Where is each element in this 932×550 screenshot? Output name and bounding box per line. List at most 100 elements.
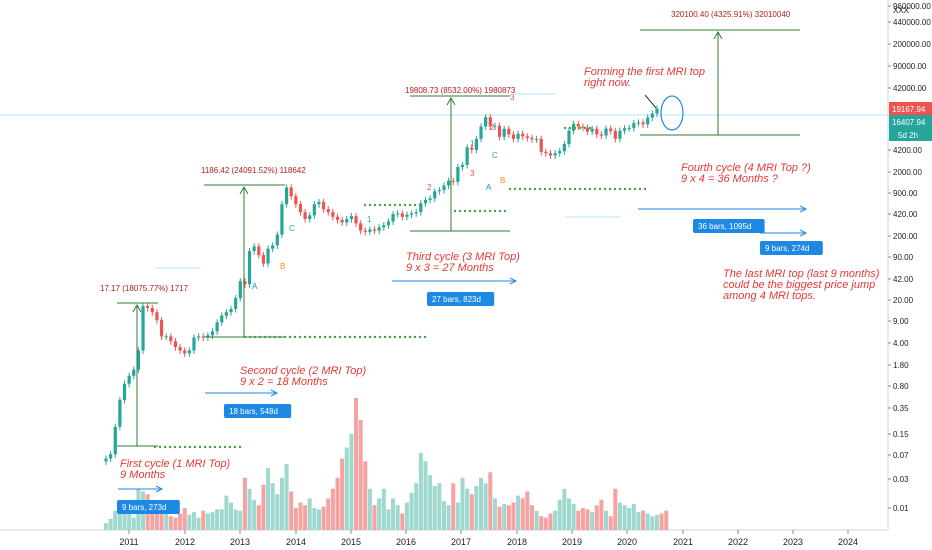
candle-body (409, 213, 414, 215)
wave-marker: 3 (510, 93, 515, 102)
candle-body (539, 138, 543, 152)
mri-dot (308, 335, 312, 339)
candle-body (354, 216, 358, 224)
mri-dot (208, 445, 212, 449)
candle-body (243, 281, 247, 285)
wave-marker: C (492, 151, 498, 160)
volume-bar (506, 505, 511, 530)
mri-dot (268, 335, 272, 339)
mri-dot (253, 335, 257, 339)
candle-body (479, 126, 483, 139)
volume-bar (631, 503, 636, 530)
mri-dot (413, 335, 417, 339)
mri-dot (228, 445, 232, 449)
range-label-3: 27 bars, 823d (432, 295, 481, 304)
y-tick-label: 1.80 (893, 361, 909, 370)
mri-dot (388, 335, 392, 339)
mri-dot (598, 187, 602, 191)
x-tick-label: 2024 (838, 537, 858, 547)
y-tick-label: 0.35 (893, 404, 909, 413)
candle-body (104, 458, 108, 462)
measure-label-4: 320100.40 (4325.91%) 32010040 (671, 10, 791, 19)
volume-bar (423, 461, 428, 530)
candle-body (132, 369, 136, 376)
mri-dot (583, 126, 587, 130)
volume-bar (224, 495, 229, 530)
annotation-last-mri: The last MRI top (last 9 months) could be… (723, 268, 880, 302)
volume-bar (562, 488, 567, 530)
mri-dot (248, 335, 252, 339)
mri-dot (233, 445, 237, 449)
volume-bar (261, 484, 266, 530)
range-label-5-bg (760, 241, 823, 255)
volume-bar (219, 509, 224, 530)
x-tick-label: 2022 (728, 537, 748, 547)
volume-bar (428, 475, 433, 530)
candle-body (558, 151, 562, 154)
volume-bar (354, 398, 359, 530)
mri-dot (158, 445, 162, 449)
candle-body (308, 215, 312, 220)
candle-body (136, 350, 141, 370)
candle-body (622, 128, 627, 131)
wave-marker: C (289, 224, 295, 233)
volume-bar (437, 483, 442, 530)
time-axis[interactable]: 2011 2012 2013 2014 2015 2016 2017 2018 2019 2020… (119, 530, 858, 547)
volume-bar (330, 488, 335, 530)
volume-bar (460, 477, 465, 530)
annotation-forming: Forming the first MRI top right now. (584, 66, 705, 89)
wave-marker: A (252, 282, 258, 291)
mri-dot (343, 335, 347, 339)
volume-bar (372, 505, 377, 530)
mri-dot (403, 335, 407, 339)
volume-bar (469, 494, 474, 530)
candle-body (646, 117, 650, 125)
candle-body (428, 198, 432, 200)
candle-body (224, 312, 228, 316)
volume-bar (479, 477, 484, 530)
range-label-3-bg (427, 292, 495, 306)
measure-arrowhead (239, 185, 249, 195)
candle-body (164, 336, 168, 338)
range-label-1-bg (117, 500, 180, 514)
mri-dot (418, 203, 422, 207)
mri-dot (553, 187, 557, 191)
mri-dot (563, 126, 567, 130)
volume-bar (344, 447, 349, 530)
candle-body (507, 128, 511, 135)
mri-dot (628, 187, 632, 191)
mri-dot (368, 335, 372, 339)
mri-dot (418, 335, 422, 339)
mri-dot (603, 187, 607, 191)
y-tick-label: 0.80 (893, 382, 909, 391)
mri-dot (578, 187, 582, 191)
mri-dot (323, 335, 327, 339)
volume-bar (178, 513, 183, 530)
candle-body (187, 350, 191, 354)
drawings: 17.17 (18075.77%) 1717 1186.42 (24091.52%… (100, 10, 880, 514)
x-tick-label: 2015 (341, 537, 361, 547)
candle-body (155, 312, 159, 321)
forming-top-circle[interactable] (660, 95, 684, 131)
candle-body (127, 375, 131, 384)
mri-dot (368, 203, 372, 207)
volume-bar (590, 512, 595, 530)
candle-body (567, 130, 571, 145)
mri-dot (353, 335, 357, 339)
range-label-4-bg (693, 219, 765, 233)
candle-body (516, 133, 520, 139)
mri-dot (388, 203, 392, 207)
volume-bar (386, 509, 391, 530)
candle-body (326, 209, 330, 213)
mri-dot (583, 187, 587, 191)
wave-marker: 1 (367, 215, 372, 224)
y-tick-label: 900.00 (893, 189, 918, 198)
volume-bar (627, 508, 632, 530)
mri-dot (403, 203, 407, 207)
volume-bar (233, 509, 238, 530)
candle-body (530, 137, 534, 140)
candle-body (289, 187, 293, 197)
